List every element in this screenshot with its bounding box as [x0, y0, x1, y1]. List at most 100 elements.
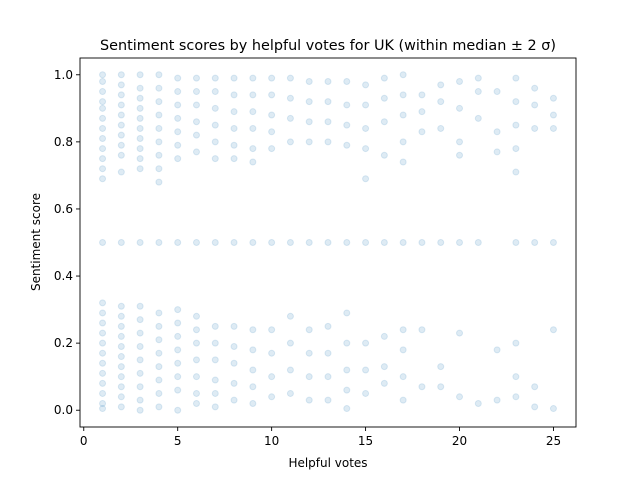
data-point — [362, 366, 370, 374]
data-point — [211, 356, 219, 364]
data-point — [192, 373, 200, 381]
data-point — [512, 121, 520, 129]
data-point — [418, 108, 426, 116]
data-point — [211, 322, 219, 330]
data-point — [117, 151, 125, 159]
data-point — [549, 94, 557, 102]
data-point — [512, 373, 520, 381]
data-point — [286, 74, 294, 82]
data-point — [174, 359, 182, 367]
data-point — [286, 366, 294, 374]
data-point — [380, 379, 388, 387]
data-point — [268, 349, 276, 357]
data-point — [155, 389, 163, 397]
x-tick-label: 5 — [174, 434, 182, 448]
data-point — [192, 400, 200, 408]
data-point — [211, 88, 219, 96]
data-point — [230, 359, 238, 367]
data-point — [230, 322, 238, 330]
data-point — [99, 98, 107, 106]
data-point — [305, 239, 313, 246]
data-point — [99, 369, 107, 377]
data-point — [474, 400, 482, 408]
data-point — [99, 319, 107, 327]
data-point — [174, 319, 182, 327]
data-point — [174, 114, 182, 122]
data-point — [380, 74, 388, 82]
data-point — [117, 101, 125, 109]
data-point — [99, 165, 107, 173]
data-point — [174, 88, 182, 96]
y-tick-label: 0.4 — [54, 269, 73, 283]
data-point — [399, 158, 407, 166]
data-point — [117, 403, 125, 411]
data-point — [268, 373, 276, 381]
data-point — [456, 151, 464, 159]
data-point — [211, 339, 219, 347]
data-point — [136, 104, 144, 112]
data-point — [474, 88, 482, 96]
y-tick-label: 0.8 — [54, 135, 73, 149]
data-point — [230, 342, 238, 350]
data-point — [192, 356, 200, 364]
data-point — [117, 353, 125, 361]
data-point — [117, 332, 125, 340]
data-point — [512, 168, 520, 176]
data-point — [305, 118, 313, 126]
data-point — [286, 114, 294, 122]
data-point — [192, 389, 200, 397]
data-point — [399, 71, 407, 79]
data-point — [174, 155, 182, 163]
data-point — [268, 239, 276, 246]
data-point — [230, 108, 238, 116]
data-point — [531, 239, 539, 246]
data-point — [174, 306, 182, 314]
data-point — [456, 138, 464, 146]
data-point — [380, 363, 388, 371]
data-point — [192, 131, 200, 139]
data-point — [286, 389, 294, 397]
data-point — [99, 239, 107, 246]
chart-title: Sentiment scores by helpful votes for UK… — [100, 38, 556, 54]
data-point — [268, 128, 276, 136]
data-point — [305, 98, 313, 106]
data-point — [155, 376, 163, 384]
data-point — [362, 81, 370, 89]
x-tick-label: 15 — [358, 434, 373, 448]
data-point — [305, 326, 313, 334]
data-point — [249, 74, 257, 82]
data-point — [380, 94, 388, 102]
data-point — [249, 91, 257, 99]
x-tick-label: 10 — [264, 434, 279, 448]
data-point — [362, 175, 370, 183]
data-point — [343, 121, 351, 129]
x-tick-label: 25 — [546, 434, 561, 448]
data-point — [249, 400, 257, 408]
data-point — [99, 299, 107, 307]
data-point — [324, 98, 332, 106]
data-point — [549, 326, 557, 334]
data-point — [155, 349, 163, 357]
data-point — [174, 101, 182, 109]
data-point — [305, 138, 313, 146]
data-point — [155, 322, 163, 330]
data-point — [174, 332, 182, 340]
data-point — [136, 396, 144, 404]
data-point — [437, 239, 445, 246]
data-point — [456, 239, 464, 246]
data-point — [437, 98, 445, 106]
data-point — [117, 322, 125, 330]
data-point — [136, 239, 144, 246]
y-tick-label: 0.2 — [54, 336, 73, 350]
data-point — [493, 128, 501, 136]
data-point — [268, 326, 276, 334]
data-point — [136, 165, 144, 173]
data-point — [549, 239, 557, 246]
data-point — [99, 349, 107, 357]
data-point — [155, 71, 163, 79]
y-axis-label: Sentiment score — [29, 193, 43, 291]
data-point — [512, 339, 520, 347]
data-point — [268, 111, 276, 119]
data-point — [192, 326, 200, 334]
